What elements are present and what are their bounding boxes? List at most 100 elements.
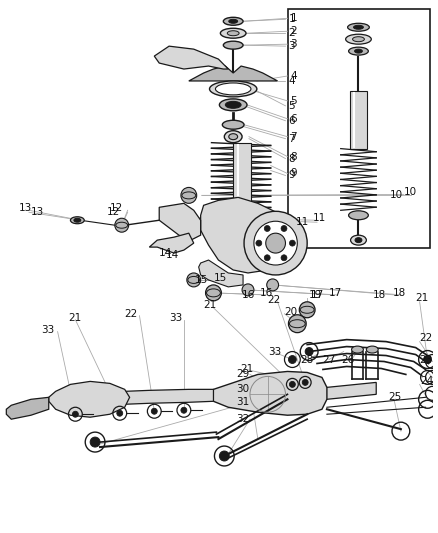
Text: 4: 4: [289, 76, 295, 86]
Ellipse shape: [353, 37, 364, 42]
Text: 24: 24: [420, 376, 434, 386]
Text: 5: 5: [289, 101, 295, 111]
Ellipse shape: [229, 19, 238, 23]
Polygon shape: [154, 46, 228, 69]
Circle shape: [281, 255, 287, 261]
Text: 30: 30: [236, 384, 249, 394]
Ellipse shape: [350, 235, 366, 245]
Ellipse shape: [209, 81, 257, 97]
Text: 12: 12: [106, 207, 120, 217]
Circle shape: [90, 437, 100, 447]
Circle shape: [181, 188, 197, 203]
Text: 32: 32: [236, 414, 249, 424]
Circle shape: [242, 284, 254, 296]
Polygon shape: [189, 66, 278, 81]
Circle shape: [266, 233, 286, 253]
Ellipse shape: [353, 25, 364, 29]
Text: 8: 8: [289, 154, 295, 164]
Circle shape: [205, 285, 221, 301]
Ellipse shape: [219, 99, 247, 111]
Text: 12: 12: [110, 203, 123, 213]
Ellipse shape: [352, 346, 364, 353]
Text: 23: 23: [420, 354, 433, 365]
Circle shape: [244, 211, 307, 275]
Polygon shape: [49, 382, 130, 417]
Text: 9: 9: [289, 171, 295, 181]
Circle shape: [72, 411, 78, 417]
Text: 18: 18: [393, 288, 406, 298]
Text: 3: 3: [289, 41, 295, 51]
Text: 14: 14: [159, 248, 173, 258]
Ellipse shape: [227, 31, 239, 36]
Text: 27: 27: [322, 354, 335, 365]
Text: 2: 2: [290, 26, 297, 36]
Text: 22: 22: [420, 333, 433, 343]
Polygon shape: [233, 143, 251, 215]
Text: 21: 21: [68, 313, 82, 323]
Ellipse shape: [74, 218, 81, 222]
Ellipse shape: [215, 83, 251, 95]
Circle shape: [219, 451, 229, 461]
Text: 5: 5: [290, 96, 297, 106]
Bar: [289, 10, 431, 248]
Polygon shape: [208, 372, 327, 415]
Text: 11: 11: [313, 213, 326, 223]
Text: 29: 29: [236, 369, 249, 379]
Text: 3: 3: [290, 39, 297, 49]
Circle shape: [299, 302, 315, 318]
Ellipse shape: [229, 134, 238, 140]
Ellipse shape: [354, 49, 362, 53]
Ellipse shape: [346, 34, 371, 44]
Circle shape: [254, 221, 297, 265]
Polygon shape: [159, 203, 201, 240]
Text: 7: 7: [290, 132, 297, 142]
Text: 21: 21: [204, 300, 217, 310]
Circle shape: [302, 379, 308, 385]
Circle shape: [151, 408, 157, 414]
Circle shape: [115, 218, 129, 232]
Circle shape: [264, 225, 270, 231]
Text: 14: 14: [166, 250, 180, 260]
Text: 16: 16: [260, 288, 273, 298]
Ellipse shape: [71, 217, 84, 224]
Text: 6: 6: [289, 116, 295, 126]
Text: 2: 2: [289, 28, 295, 38]
Text: 13: 13: [19, 203, 32, 213]
Text: 1: 1: [290, 13, 297, 23]
Polygon shape: [6, 397, 49, 419]
Polygon shape: [350, 91, 367, 149]
Text: 6: 6: [290, 114, 297, 124]
Text: 13: 13: [31, 207, 44, 217]
Text: 18: 18: [373, 290, 386, 300]
Circle shape: [305, 348, 313, 356]
Ellipse shape: [223, 17, 243, 25]
Text: 33: 33: [268, 346, 281, 357]
Circle shape: [181, 407, 187, 413]
Text: 25: 25: [388, 392, 401, 402]
Text: 19: 19: [309, 290, 322, 300]
Circle shape: [264, 255, 270, 261]
Text: 28: 28: [300, 354, 314, 365]
Circle shape: [267, 279, 279, 291]
Ellipse shape: [349, 47, 368, 55]
Text: 17: 17: [329, 288, 342, 298]
Ellipse shape: [224, 131, 242, 143]
Text: 26: 26: [342, 354, 355, 365]
Circle shape: [187, 273, 201, 287]
Text: 20: 20: [285, 307, 297, 317]
Text: 7: 7: [289, 134, 295, 144]
Text: 4: 4: [290, 71, 297, 81]
Text: 15: 15: [213, 273, 227, 283]
Circle shape: [117, 410, 123, 416]
Text: 8: 8: [290, 151, 297, 161]
Text: 22: 22: [125, 309, 138, 319]
Polygon shape: [199, 260, 243, 287]
Text: 31: 31: [236, 397, 249, 407]
Text: 15: 15: [195, 275, 208, 285]
Ellipse shape: [348, 23, 369, 31]
Ellipse shape: [225, 101, 241, 108]
Text: 33: 33: [169, 313, 182, 323]
Circle shape: [290, 382, 295, 387]
Circle shape: [289, 356, 297, 364]
Circle shape: [289, 315, 306, 333]
